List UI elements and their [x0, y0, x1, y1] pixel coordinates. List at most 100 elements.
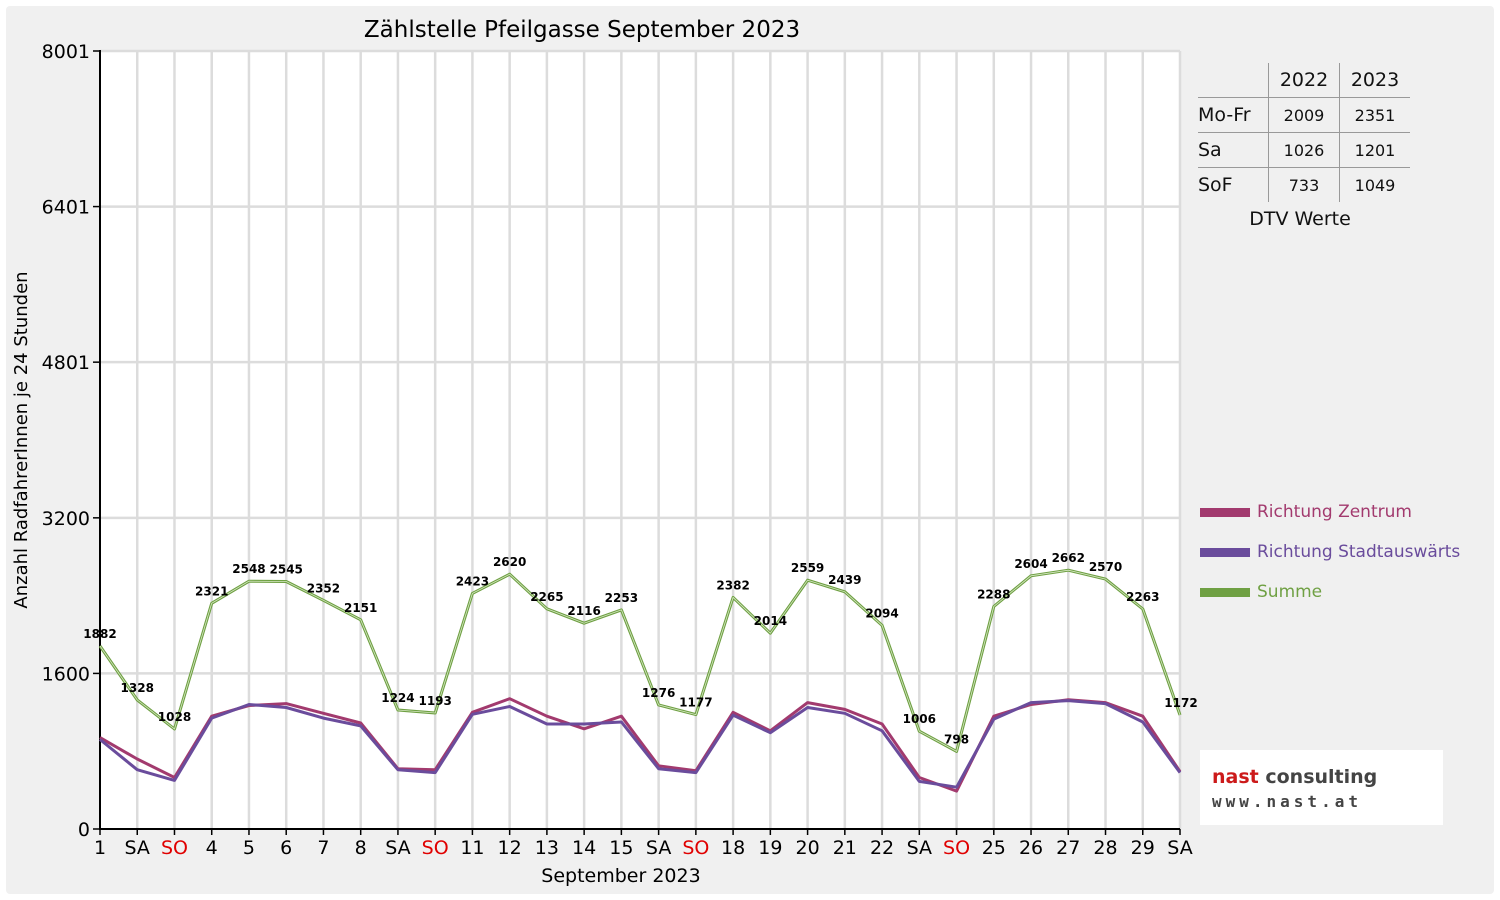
data-label: 2439 [828, 573, 861, 587]
logo-url: www.nast.at [1212, 792, 1362, 811]
data-label: 2288 [977, 588, 1010, 602]
data-label: 2382 [716, 578, 749, 592]
data-label: 2014 [754, 614, 787, 628]
logo-name-accent: nast [1212, 766, 1259, 788]
series-line-zentrum [99, 697, 1182, 793]
x-tick-label: 14 [572, 837, 596, 859]
x-tick-label: 1 [94, 837, 106, 859]
x-tick-label: 21 [833, 837, 857, 859]
company-logo: nast consulting www.nast.at [1200, 750, 1443, 825]
data-label: 1882 [83, 627, 116, 641]
y-tick-label: 3200 [42, 508, 90, 530]
x-tick-label: 6 [280, 837, 292, 859]
y-tick-label: 1600 [42, 663, 90, 685]
chart-legend: Richtung Zentrum Richtung Stadtauswärts … [1200, 492, 1460, 612]
legend-item-stadtauswaerts: Richtung Stadtauswärts [1200, 532, 1460, 572]
x-tick-label: 25 [982, 837, 1006, 859]
data-label: 1006 [903, 712, 936, 726]
dtv-row-label: SoF [1198, 167, 1269, 202]
data-label: 1172 [1164, 696, 1197, 710]
data-label: 1028 [158, 710, 191, 724]
x-tick-label: 29 [1131, 837, 1155, 859]
x-tick-label: 20 [795, 837, 819, 859]
x-tick-label: SA [1167, 837, 1192, 859]
data-label: 2265 [530, 590, 563, 604]
data-label: 2620 [493, 555, 526, 569]
x-tick-label: SO [943, 837, 970, 859]
data-label: 798 [944, 732, 969, 746]
x-tick-label: 12 [498, 837, 522, 859]
y-tick-label: 0 [78, 819, 90, 841]
chart-title: Zählstelle Pfeilgasse September 2023 [364, 17, 800, 43]
data-label: 2548 [232, 562, 265, 576]
x-tick-label: 7 [317, 837, 329, 859]
x-tick-label: 28 [1093, 837, 1117, 859]
legend-label: Summe [1257, 582, 1323, 602]
dtv-row-sa: Sa 1026 1201 [1198, 132, 1410, 168]
x-tick-label: 5 [243, 837, 255, 859]
logo-name-rest: consulting [1258, 766, 1378, 788]
y-axis-title: Anzahl RadfahrerInnen je 24 Stunden [11, 271, 32, 608]
data-label: 2604 [1014, 557, 1047, 571]
data-label: 2545 [270, 563, 303, 577]
dtv-cell: 1201 [1339, 132, 1410, 168]
y-tick-label: 8001 [42, 41, 90, 63]
x-tick-label: 8 [355, 837, 367, 859]
dtv-cell: 2351 [1339, 97, 1410, 133]
series-line-stadtauswaerts [99, 699, 1182, 789]
dtv-row-mofr: Mo-Fr 2009 2351 [1198, 97, 1410, 133]
x-axis-title: September 2023 [541, 865, 700, 887]
dtv-caption: DTV Werte [1249, 208, 1351, 230]
x-tick-label: 26 [1019, 837, 1043, 859]
x-tick-label: 22 [870, 837, 894, 859]
dtv-cell: 1026 [1268, 132, 1340, 168]
data-label: 2094 [865, 606, 898, 620]
x-tick-label: 18 [721, 837, 745, 859]
dtv-corner [1198, 63, 1269, 98]
data-label: 2570 [1089, 560, 1122, 574]
data-label: 2559 [791, 561, 824, 575]
dtv-table: 2022 2023 Mo-Fr 2009 2351 Sa 1026 1201 S… [1198, 63, 1414, 202]
legend-label: Richtung Stadtauswärts [1257, 542, 1461, 562]
x-tick-label: 15 [609, 837, 633, 859]
plot-area [100, 51, 1180, 829]
x-tick-label: 11 [460, 837, 484, 859]
y-tick-label: 4801 [42, 352, 90, 374]
data-label: 1177 [679, 696, 712, 710]
data-label: 2352 [307, 581, 340, 595]
x-tick-label: 27 [1056, 837, 1080, 859]
dtv-row-label: Mo-Fr [1198, 97, 1269, 133]
legend-swatch [1200, 507, 1250, 517]
legend-swatch [1200, 547, 1250, 557]
data-label: 2151 [344, 601, 377, 615]
legend-swatch [1200, 587, 1250, 597]
x-tick-label: SA [646, 837, 671, 859]
dtv-cell: 1049 [1339, 167, 1410, 202]
dtv-header-2022: 2022 [1268, 63, 1340, 98]
dtv-row-sof: SoF 733 1049 [1198, 167, 1410, 202]
x-tick-label: SA [907, 837, 932, 859]
legend-label: Richtung Zentrum [1257, 502, 1412, 522]
data-label: 1276 [642, 686, 675, 700]
y-tick-label: 6401 [42, 197, 90, 219]
data-label: 2253 [605, 591, 638, 605]
dtv-row-label: Sa [1198, 132, 1269, 168]
data-label: 1193 [418, 694, 451, 708]
data-label: 2263 [1126, 590, 1159, 604]
x-tick-label: SA [385, 837, 410, 859]
x-tick-label: SO [422, 837, 449, 859]
data-label: 2321 [195, 584, 228, 598]
data-label: 2662 [1052, 551, 1085, 565]
legend-item-zentrum: Richtung Zentrum [1200, 492, 1460, 532]
x-tick-label: 13 [535, 837, 559, 859]
x-tick-label: SO [682, 837, 709, 859]
series-line-summe-highlight [99, 569, 1181, 752]
data-label: 2116 [567, 604, 600, 618]
data-label: 1328 [121, 681, 154, 695]
dtv-header-2023: 2023 [1339, 63, 1410, 98]
data-label: 2423 [456, 574, 489, 588]
x-tick-label: 4 [206, 837, 218, 859]
data-label: 1224 [381, 691, 414, 705]
x-tick-label: 19 [758, 837, 782, 859]
